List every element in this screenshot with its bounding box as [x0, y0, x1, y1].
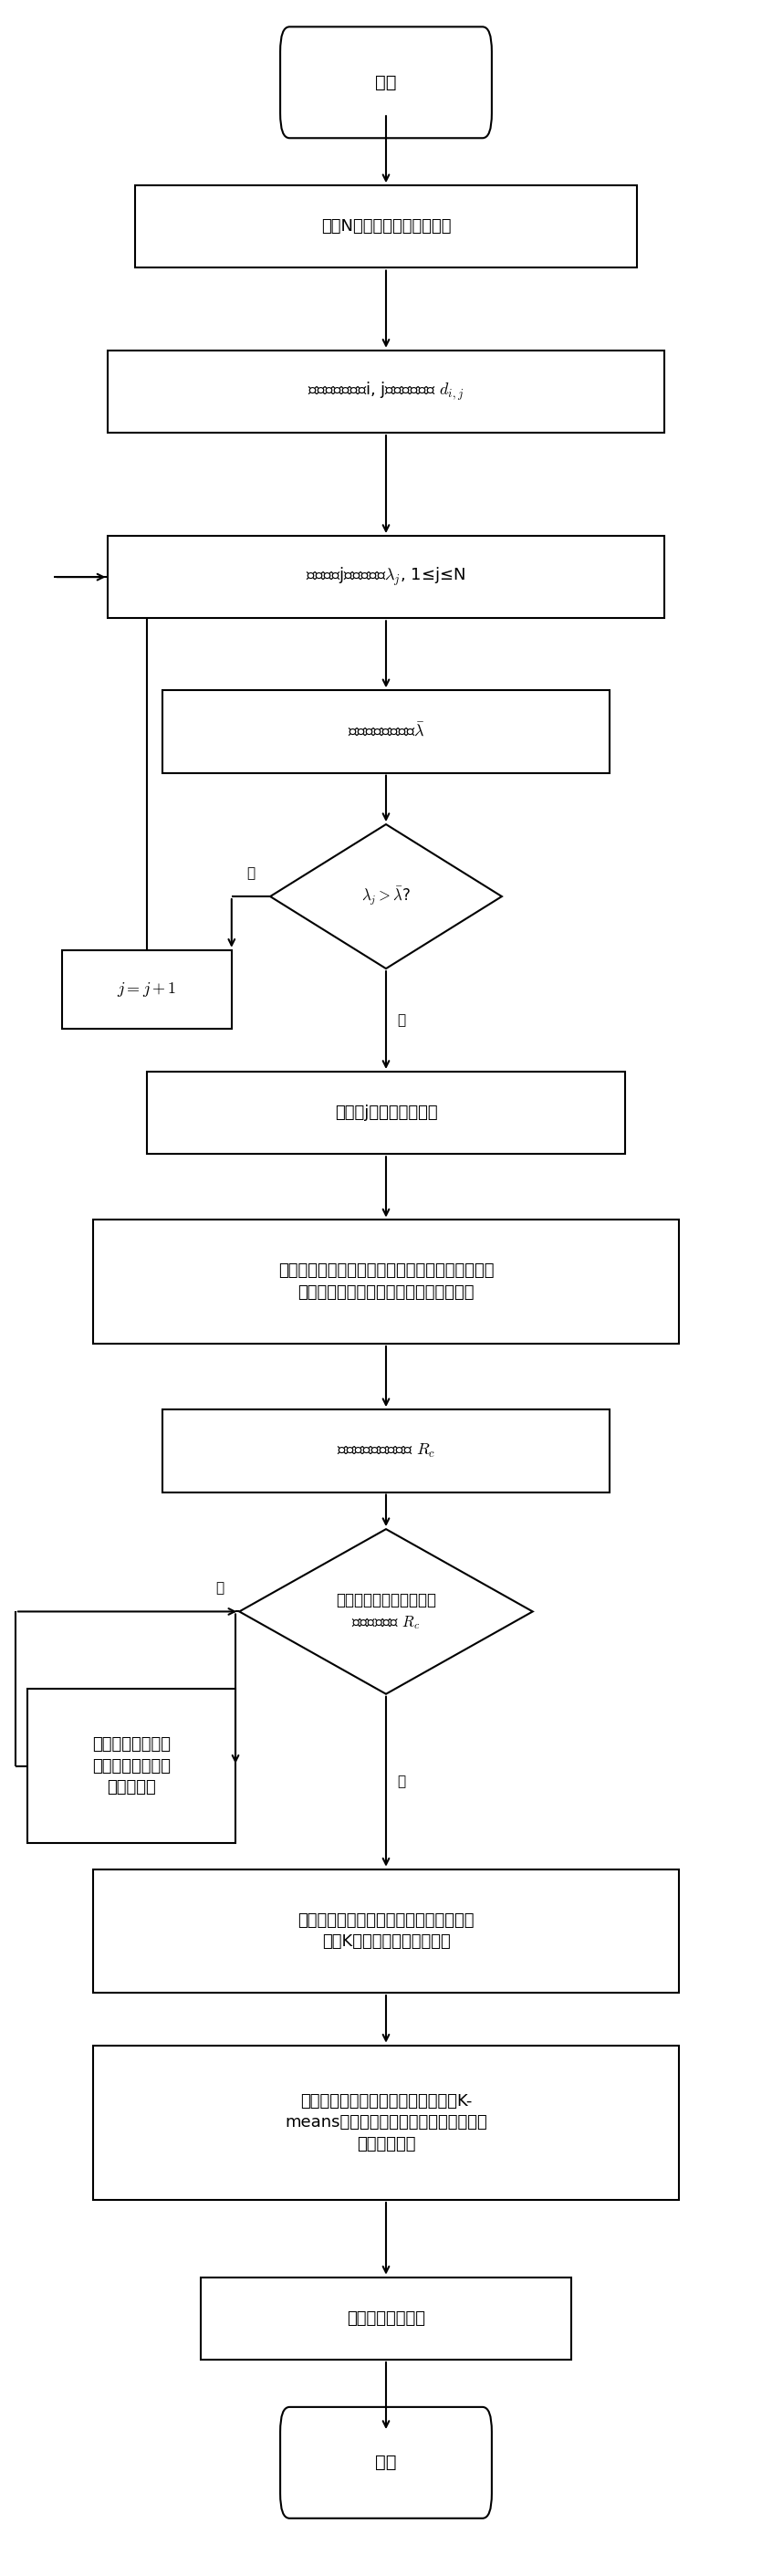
Text: 统计并记录初始簇中心池里初始簇中心的
数相K，以及它们的地理位置: 统计并记录初始簇中心池里初始簇中心的 数相K，以及它们的地理位置	[298, 1911, 474, 1950]
Bar	[93, 1221, 679, 1345]
Text: 将初始簇中心的地理位置及数相作为K-
means算法的输入参数并运行算法对所有
基站进行分簇: 将初始簇中心的地理位置及数相作为K- means算法的输入参数并运行算法对所有 …	[285, 2092, 487, 2154]
Bar	[62, 951, 232, 1028]
Text: 是: 是	[398, 1012, 406, 1028]
Text: 所有筛选出来的初始簇中心组成一个初始簇中心池
，并按照分布密度大小由大到小降序排列: 所有筛选出来的初始簇中心组成一个初始簇中心池 ，并按照分布密度大小由大到小降序排…	[278, 1262, 494, 1301]
Bar	[162, 1409, 610, 1492]
Text: 将两簇中心排在后
面的低密度簇中心
从池中删除: 将两簇中心排在后 面的低密度簇中心 从池中删除	[92, 1736, 171, 1795]
Text: $\lambda_j>\bar{\lambda}$?: $\lambda_j>\bar{\lambda}$?	[361, 886, 411, 907]
Bar	[162, 690, 610, 773]
Text: $j = j+1$: $j = j+1$	[117, 979, 177, 999]
Bar	[27, 1690, 235, 1844]
Bar	[108, 536, 664, 618]
Text: 是: 是	[398, 1775, 406, 1788]
FancyBboxPatch shape	[280, 2406, 492, 2519]
Bar	[93, 2045, 679, 2200]
Bar	[147, 1072, 625, 1154]
Bar	[135, 185, 637, 268]
Text: 否: 否	[246, 866, 255, 881]
Polygon shape	[270, 824, 502, 969]
Text: 将基站j选为初始簇中心: 将基站j选为初始簇中心	[334, 1105, 438, 1121]
Text: 计算每两个基站i, j间的欧式距离 $d_{i,j}$: 计算每两个基站i, j间的欧式距离 $d_{i,j}$	[308, 381, 464, 402]
Text: 计算基站j的分布密度$\lambda_j$, 1≤j≤N: 计算基站j的分布密度$\lambda_j$, 1≤j≤N	[306, 567, 466, 587]
Text: 计算簇中心隔离距离 $R_c$: 计算簇中心隔离距离 $R_c$	[337, 1443, 435, 1461]
Text: 输出最终分簇结果: 输出最终分簇结果	[347, 2311, 425, 2326]
Bar	[93, 1870, 679, 1994]
Text: 结束: 结束	[375, 2455, 397, 2470]
Text: 记录N个微小区基站地理位置: 记录N个微小区基站地理位置	[321, 219, 451, 234]
Text: 开始: 开始	[375, 75, 397, 90]
Text: 池中任意两簇中心点间的
距离是否大于 $R_c$: 池中任意两簇中心点间的 距离是否大于 $R_c$	[336, 1592, 436, 1631]
Text: 否: 否	[215, 1582, 224, 1595]
Polygon shape	[239, 1530, 533, 1695]
Bar	[108, 350, 664, 433]
Bar	[201, 2277, 571, 2360]
Text: 计算分簇密度阈值$\bar{\lambda}$: 计算分簇密度阈值$\bar{\lambda}$	[347, 724, 425, 739]
FancyBboxPatch shape	[280, 26, 492, 139]
